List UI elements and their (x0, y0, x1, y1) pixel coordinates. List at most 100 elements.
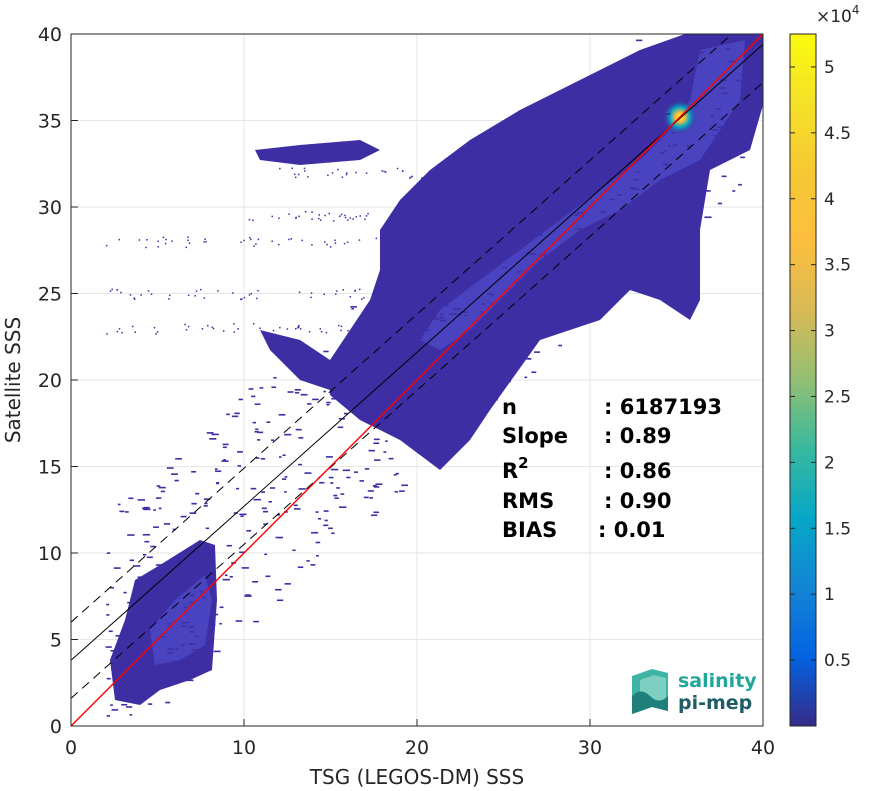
density-cell (128, 497, 134, 500)
density-cell (445, 389, 451, 391)
density-cell (368, 449, 375, 452)
density-streak-cell (320, 331, 323, 333)
density-streak-cell (203, 297, 206, 299)
density-cell (664, 149, 667, 152)
density-streak-cell (207, 324, 209, 327)
density-cell (621, 95, 627, 97)
density-cell (686, 215, 691, 217)
density-cell (117, 503, 121, 506)
density-cell (604, 82, 609, 85)
density-cell (567, 119, 573, 122)
density-streak-cell (311, 218, 313, 220)
density-cell (235, 620, 243, 622)
density-cell (486, 402, 493, 404)
density-cell (144, 540, 150, 543)
density-cell (723, 132, 728, 135)
density-cell (388, 457, 394, 460)
density-cell (560, 122, 566, 124)
density-cell (139, 613, 143, 615)
density-cell (740, 156, 745, 159)
density-streak-cell (199, 288, 202, 291)
density-streak-cell (427, 172, 430, 175)
density-streak-cell (301, 239, 303, 242)
density-cell (142, 507, 148, 510)
density-streak-cell (153, 326, 156, 329)
density-cell (113, 567, 121, 569)
density-cell (643, 248, 648, 250)
stat-bias-label: BIAS (502, 518, 557, 542)
density-cell (728, 60, 735, 63)
density-cell (330, 482, 334, 484)
density-cell (175, 458, 182, 460)
x-axis-label: TSG (LEGOS-DM) SSS (309, 765, 524, 789)
density-cell (167, 648, 174, 650)
density-cell (531, 371, 537, 374)
density-cell (172, 582, 179, 584)
density-cell (150, 675, 154, 678)
density-cell (172, 528, 177, 531)
density-streak-cell (140, 294, 142, 296)
density-streak-cell (438, 169, 441, 172)
density-cell (323, 510, 329, 512)
density-cell (648, 84, 654, 87)
density-streak-cell (297, 326, 300, 328)
density-cell (387, 409, 392, 412)
density-cell (713, 135, 721, 137)
density-cell (358, 326, 363, 329)
density-cell (222, 443, 229, 446)
density-streak-cell (352, 218, 354, 220)
density-cell (287, 391, 294, 393)
density-cell (256, 457, 260, 459)
density-cell (698, 206, 702, 208)
density-streak-cell (232, 292, 234, 294)
density-cell (231, 415, 239, 418)
density-cell (394, 316, 399, 319)
density-cell (189, 512, 197, 514)
density-cell (374, 404, 379, 406)
density-cell (195, 492, 200, 495)
density-cell (626, 137, 633, 140)
density-cell (292, 549, 296, 552)
density-cloud-core (420, 40, 745, 350)
y-tick-label-4: 20 (38, 370, 62, 392)
density-cell (383, 451, 387, 453)
density-cell (738, 183, 742, 186)
density-cell (668, 75, 675, 78)
density-cell (326, 401, 331, 404)
density-streak-cell (248, 294, 251, 296)
density-cell (394, 490, 399, 493)
density-streak-cell (293, 173, 296, 176)
x-tick-label-1: 10 (232, 737, 256, 759)
density-cell (512, 322, 518, 324)
density-cell (226, 544, 232, 547)
density-cell (696, 51, 704, 54)
density-cell (331, 397, 338, 400)
density-streak-cell (286, 328, 289, 330)
density-streak-cell (255, 243, 257, 245)
density-streak-cell (340, 325, 343, 328)
density-cell (153, 509, 156, 511)
density-streak-cell (298, 324, 300, 327)
density-cell (251, 395, 256, 398)
density-streak-cell (288, 213, 290, 215)
density-cell (454, 201, 461, 204)
density-cell (443, 222, 447, 225)
density-cell (414, 402, 419, 405)
density-cell (569, 271, 578, 274)
density-streak-cell (324, 214, 326, 217)
density-cell (576, 96, 582, 98)
density-cell (389, 367, 392, 369)
density-cell (146, 556, 153, 559)
density-cell (364, 468, 370, 470)
density-cell (486, 240, 493, 243)
density-cell (640, 93, 647, 95)
density-cell (508, 193, 516, 195)
y-tick-label-0: 0 (50, 716, 62, 738)
density-cell (324, 519, 328, 522)
density-cell (650, 258, 656, 260)
density-cell (351, 307, 354, 310)
density-streak-cell (184, 323, 186, 326)
density-cell (669, 227, 673, 230)
stat-n-value: : 6187193 (604, 395, 722, 419)
density-cell (275, 536, 284, 539)
